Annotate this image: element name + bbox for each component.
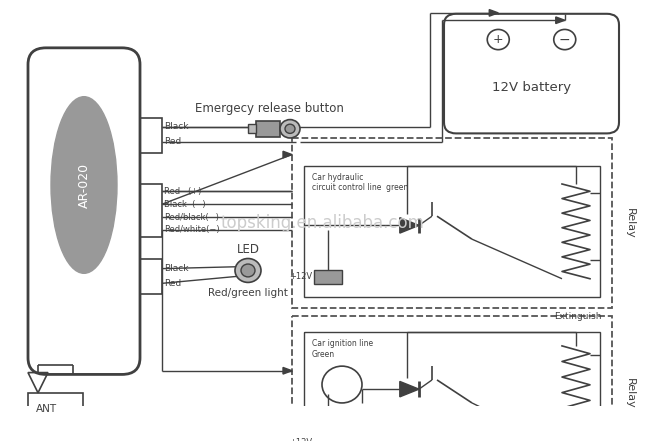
Text: Car ignition line
Green: Car ignition line Green: [312, 340, 373, 359]
Text: Red: Red: [164, 137, 181, 146]
Text: Emergecy release button: Emergecy release button: [195, 102, 344, 115]
Polygon shape: [283, 151, 292, 158]
Bar: [28, 393, 83, 426]
Bar: [292, 138, 612, 308]
Text: Black: Black: [164, 264, 188, 273]
Bar: [248, 124, 256, 133]
Text: +12V: +12V: [289, 273, 312, 281]
Text: ANT: ANT: [36, 404, 57, 415]
Text: Car hydraulic
circuit control line  green: Car hydraulic circuit control line green: [312, 173, 408, 192]
Ellipse shape: [51, 97, 117, 273]
Bar: [140, 118, 162, 153]
Text: Red   (+): Red (+): [164, 187, 201, 196]
Text: +12V: +12V: [289, 438, 312, 441]
Bar: [314, 269, 342, 284]
Polygon shape: [400, 381, 419, 397]
Circle shape: [285, 124, 295, 133]
Circle shape: [235, 258, 261, 282]
Circle shape: [280, 120, 300, 138]
Polygon shape: [283, 367, 292, 374]
Text: Red/white(−): Red/white(−): [164, 225, 220, 235]
Text: Red/black(−): Red/black(−): [164, 213, 219, 222]
Circle shape: [241, 264, 255, 277]
Bar: [140, 184, 162, 237]
Text: topsking.en.alibaba.com: topsking.en.alibaba.com: [221, 214, 424, 232]
Bar: [304, 165, 600, 297]
Bar: [314, 435, 342, 441]
Bar: [304, 332, 600, 441]
Text: AR-020: AR-020: [77, 162, 90, 208]
Bar: [256, 120, 280, 137]
Polygon shape: [400, 218, 419, 233]
Text: Red: Red: [164, 279, 181, 288]
Text: +: +: [493, 33, 504, 46]
Text: LED: LED: [237, 243, 259, 256]
Text: 12V battery: 12V battery: [492, 81, 571, 94]
Polygon shape: [556, 17, 565, 23]
Text: Red/green light: Red/green light: [208, 288, 288, 299]
Text: −: −: [559, 33, 571, 47]
Bar: [140, 259, 162, 295]
Polygon shape: [490, 10, 498, 16]
Bar: [292, 316, 612, 441]
Text: Black: Black: [164, 123, 188, 131]
Text: Extinguish: Extinguish: [555, 312, 602, 321]
Text: Relay: Relay: [625, 378, 635, 409]
Text: Relay: Relay: [625, 208, 635, 239]
Text: Black  (−): Black (−): [164, 200, 206, 209]
